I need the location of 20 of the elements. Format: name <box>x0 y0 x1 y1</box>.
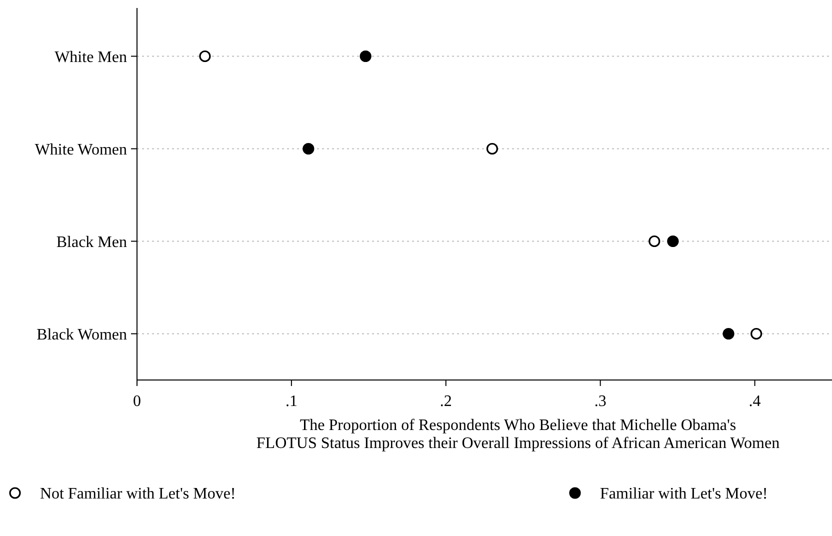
legend-label: Not Familiar with Let's Move! <box>40 486 236 503</box>
x-tick-label: 0 <box>133 393 141 410</box>
y-tick-label: White Men <box>54 48 127 66</box>
legend-label: Familiar with Let's Move! <box>600 486 768 503</box>
point <box>722 328 734 340</box>
y-tick-label: White Women <box>34 141 127 158</box>
point <box>667 235 679 248</box>
y-tick-label: Black Men <box>56 234 127 251</box>
point <box>360 50 372 62</box>
x-tick-label: .3 <box>594 393 606 410</box>
x-tick-label: .4 <box>748 393 761 410</box>
point <box>302 142 314 155</box>
point <box>486 142 498 155</box>
x-tick-label: .2 <box>440 393 452 410</box>
x-axis-title: The Proportion of Respondents Who Believe that Michelle Obama's FLOTUS Status Improves their Overall Impressions of African American Women <box>256 417 780 452</box>
y-tick-label: Black Women <box>36 326 127 344</box>
x-tick-label: .1 <box>285 393 298 410</box>
point <box>199 50 211 62</box>
point <box>750 328 762 340</box>
point <box>648 235 660 248</box>
